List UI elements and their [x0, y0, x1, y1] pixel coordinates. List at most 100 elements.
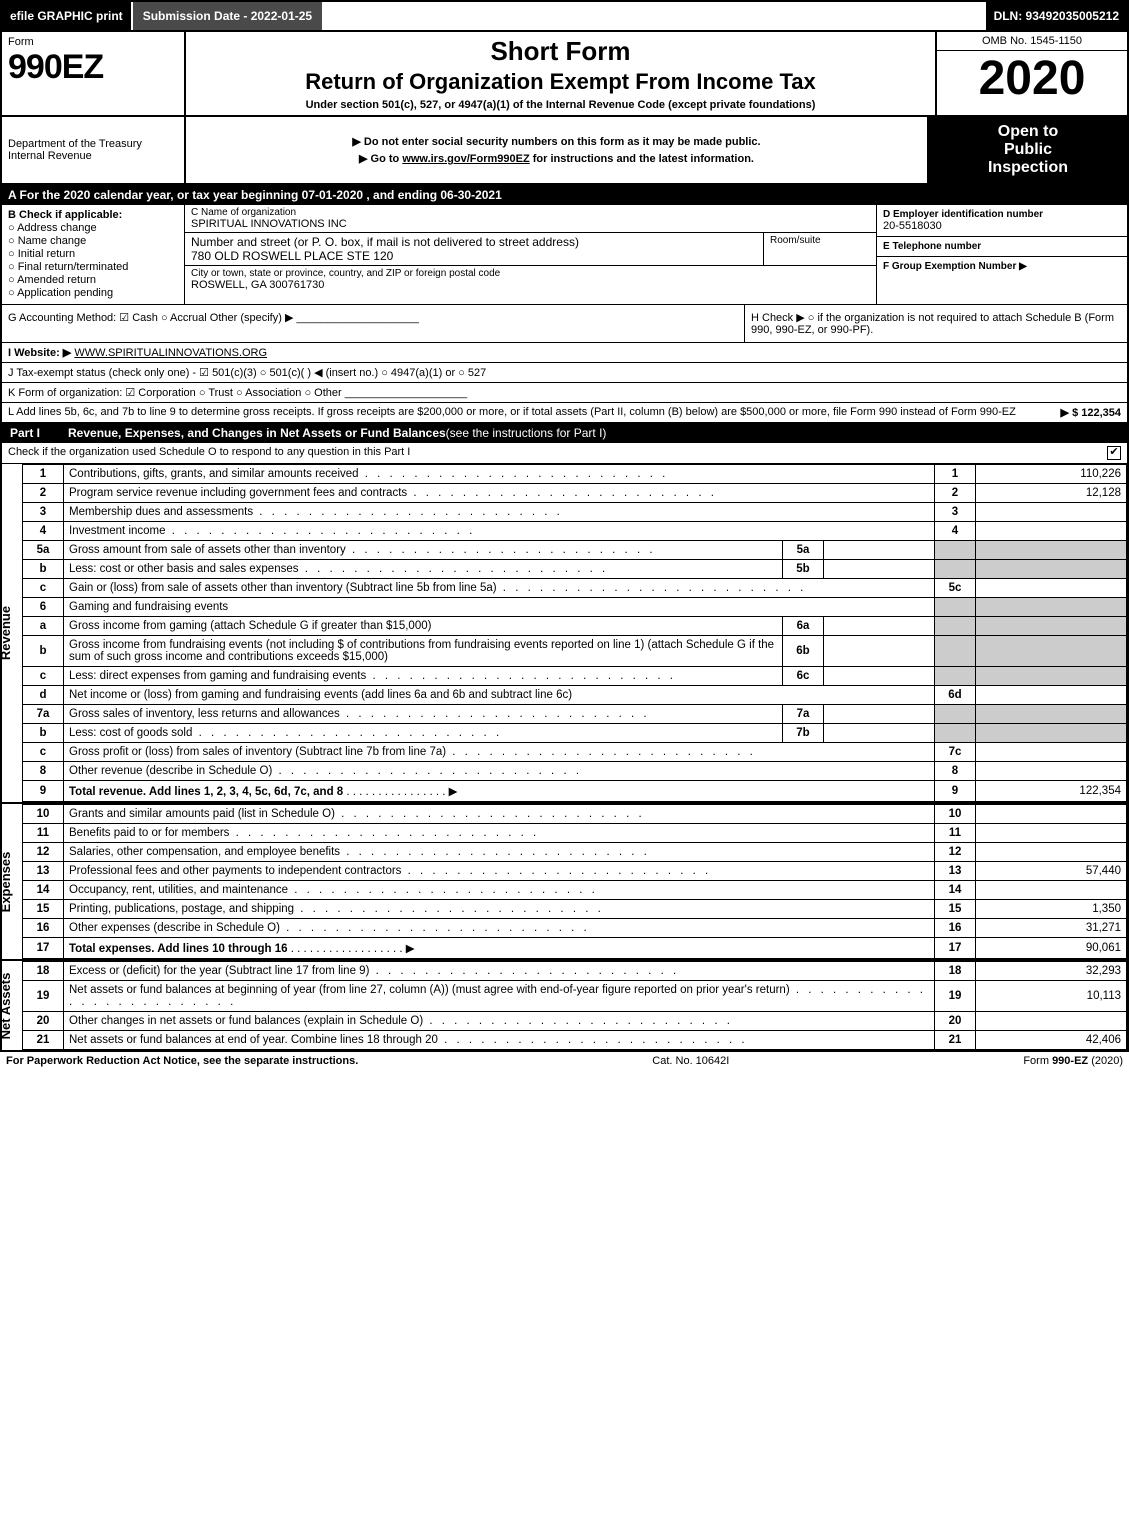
department-box: Department of the Treasury Internal Reve…	[2, 117, 186, 183]
line-18: 18 Excess or (deficit) for the year (Sub…	[23, 962, 1127, 981]
cb-initial-return[interactable]: Initial return	[8, 248, 178, 260]
l19-amt: 10,113	[976, 981, 1127, 1012]
l6c-sub: 6c	[783, 667, 824, 686]
net-assets-side-label: Net Assets	[2, 961, 23, 1050]
footer-center: Cat. No. 10642I	[652, 1055, 729, 1067]
l21-desc: Net assets or fund balances at end of ye…	[64, 1031, 935, 1050]
cb-application-pending[interactable]: Application pending	[8, 287, 178, 299]
line-21: 21 Net assets or fund balances at end of…	[23, 1031, 1127, 1050]
l8-desc: Other revenue (describe in Schedule O)	[64, 762, 935, 781]
irs-link[interactable]: www.irs.gov/Form990EZ	[402, 153, 529, 165]
dept-line-2: Internal Revenue	[8, 150, 178, 162]
open-to-public-box: Open to Public Inspection	[927, 117, 1127, 183]
l6a-ref-shaded	[935, 617, 976, 636]
l6d-ref: 6d	[935, 686, 976, 705]
l11-no: 11	[23, 824, 64, 843]
section-g-accounting: G Accounting Method: ☑ Cash ○ Accrual Ot…	[2, 305, 744, 342]
l6c-subval	[824, 667, 935, 686]
open-line-3: Inspection	[933, 159, 1123, 177]
section-l-gross-receipts: L Add lines 5b, 6c, and 7b to line 9 to …	[2, 403, 1127, 423]
l1-amt: 110,226	[976, 465, 1127, 484]
footer-right: Form 990-EZ (2020)	[1023, 1055, 1123, 1067]
cb-address-change[interactable]: Address change	[8, 222, 178, 234]
line-16: 16 Other expenses (describe in Schedule …	[23, 919, 1127, 938]
l7c-no: c	[23, 743, 64, 762]
l21-ref: 21	[935, 1031, 976, 1050]
l11-ref: 11	[935, 824, 976, 843]
l6b-desc: Gross income from fundraising events (no…	[64, 636, 783, 667]
tax-year-line: A For the 2020 calendar year, or tax yea…	[2, 185, 1127, 205]
l14-amt	[976, 881, 1127, 900]
address-row: Number and street (or P. O. box, if mail…	[185, 233, 876, 266]
line-5c: c Gain or (loss) from sale of assets oth…	[23, 579, 1127, 598]
l16-desc: Other expenses (describe in Schedule O)	[64, 919, 935, 938]
net-assets-table: 18 Excess or (deficit) for the year (Sub…	[23, 961, 1127, 1050]
l8-no: 8	[23, 762, 64, 781]
l20-amt	[976, 1012, 1127, 1031]
website-value[interactable]: WWW.SPIRITUALINNOVATIONS.ORG	[74, 347, 267, 359]
l17-ref: 17	[935, 938, 976, 959]
l6d-amt	[976, 686, 1127, 705]
l6c-desc: Less: direct expenses from gaming and fu…	[64, 667, 783, 686]
l6-desc: Gaming and fundraising events	[64, 598, 935, 617]
cb-name-change[interactable]: Name change	[8, 235, 178, 247]
line-6a: a Gross income from gaming (attach Sched…	[23, 617, 1127, 636]
part-1-checkbox[interactable]: ✔	[1107, 446, 1121, 460]
l5c-ref: 5c	[935, 579, 976, 598]
l7b-desc: Less: cost of goods sold	[64, 724, 783, 743]
city-row: City or town, state or province, country…	[185, 266, 876, 293]
main-title: Return of Organization Exempt From Incom…	[305, 69, 816, 95]
l14-desc: Occupancy, rent, utilities, and maintena…	[64, 881, 935, 900]
form-word: Form	[8, 36, 178, 48]
section-j-tax-exempt: J Tax-exempt status (check only one) - ☑…	[2, 363, 1127, 383]
l8-ref: 8	[935, 762, 976, 781]
l17-desc-wrap: Total expenses. Add lines 10 through 16 …	[64, 938, 935, 959]
line-20: 20 Other changes in net assets or fund b…	[23, 1012, 1127, 1031]
l6d-desc: Net income or (loss) from gaming and fun…	[64, 686, 935, 705]
warning-line: ▶ Do not enter social security numbers o…	[194, 135, 919, 148]
meta-grid: B Check if applicable: Address change Na…	[2, 205, 1127, 305]
footer-left: For Paperwork Reduction Act Notice, see …	[6, 1055, 358, 1067]
expenses-table: 10 Grants and similar amounts paid (list…	[23, 804, 1127, 959]
l7b-no: b	[23, 724, 64, 743]
l5a-desc: Gross amount from sale of assets other t…	[64, 541, 783, 560]
subtitle: Under section 501(c), 527, or 4947(a)(1)…	[306, 99, 816, 111]
goto-suffix: for instructions and the latest informat…	[530, 153, 754, 165]
l6d-no: d	[23, 686, 64, 705]
l3-ref: 3	[935, 503, 976, 522]
l4-desc: Investment income	[64, 522, 935, 541]
part-1-desc: (see the instructions for Part I)	[446, 426, 607, 440]
expenses-side-label: Expenses	[2, 804, 23, 959]
line-10: 10 Grants and similar amounts paid (list…	[23, 805, 1127, 824]
expenses-block: Expenses 10 Grants and similar amounts p…	[2, 802, 1127, 959]
l15-no: 15	[23, 900, 64, 919]
l7a-ref-shaded	[935, 705, 976, 724]
l20-ref: 20	[935, 1012, 976, 1031]
city-label: City or town, state or province, country…	[191, 268, 870, 279]
l5a-subval	[824, 541, 935, 560]
l12-amt	[976, 843, 1127, 862]
section-f-group: F Group Exemption Number ▶	[877, 257, 1127, 276]
section-k-form-of-org: K Form of organization: ☑ Corporation ○ …	[2, 383, 1127, 403]
l9-desc-wrap: Total revenue. Add lines 1, 2, 3, 4, 5c,…	[64, 781, 935, 802]
group-exempt-label: F Group Exemption Number ▶	[883, 261, 1121, 272]
omb-number: OMB No. 1545-1150	[937, 32, 1127, 51]
tax-year: 2020	[937, 51, 1127, 107]
efile-print-button[interactable]: efile GRAPHIC print	[2, 2, 131, 30]
l15-amt: 1,350	[976, 900, 1127, 919]
line-5a: 5a Gross amount from sale of assets othe…	[23, 541, 1127, 560]
l16-no: 16	[23, 919, 64, 938]
part-1-title: Revenue, Expenses, and Changes in Net As…	[68, 426, 446, 440]
l18-desc: Excess or (deficit) for the year (Subtra…	[64, 962, 935, 981]
l2-desc: Program service revenue including govern…	[64, 484, 935, 503]
l6a-subval	[824, 617, 935, 636]
org-name-row: C Name of organization SPIRITUAL INNOVAT…	[185, 205, 876, 233]
line-1: 1 Contributions, gifts, grants, and simi…	[23, 465, 1127, 484]
part-1-check-text: Check if the organization used Schedule …	[8, 446, 410, 460]
cb-amended-return[interactable]: Amended return	[8, 274, 178, 286]
l9-no: 9	[23, 781, 64, 802]
ein-label: D Employer identification number	[883, 209, 1121, 220]
cb-final-return[interactable]: Final return/terminated	[8, 261, 178, 273]
form-number-box: Form 990EZ	[2, 32, 186, 115]
l18-ref: 18	[935, 962, 976, 981]
